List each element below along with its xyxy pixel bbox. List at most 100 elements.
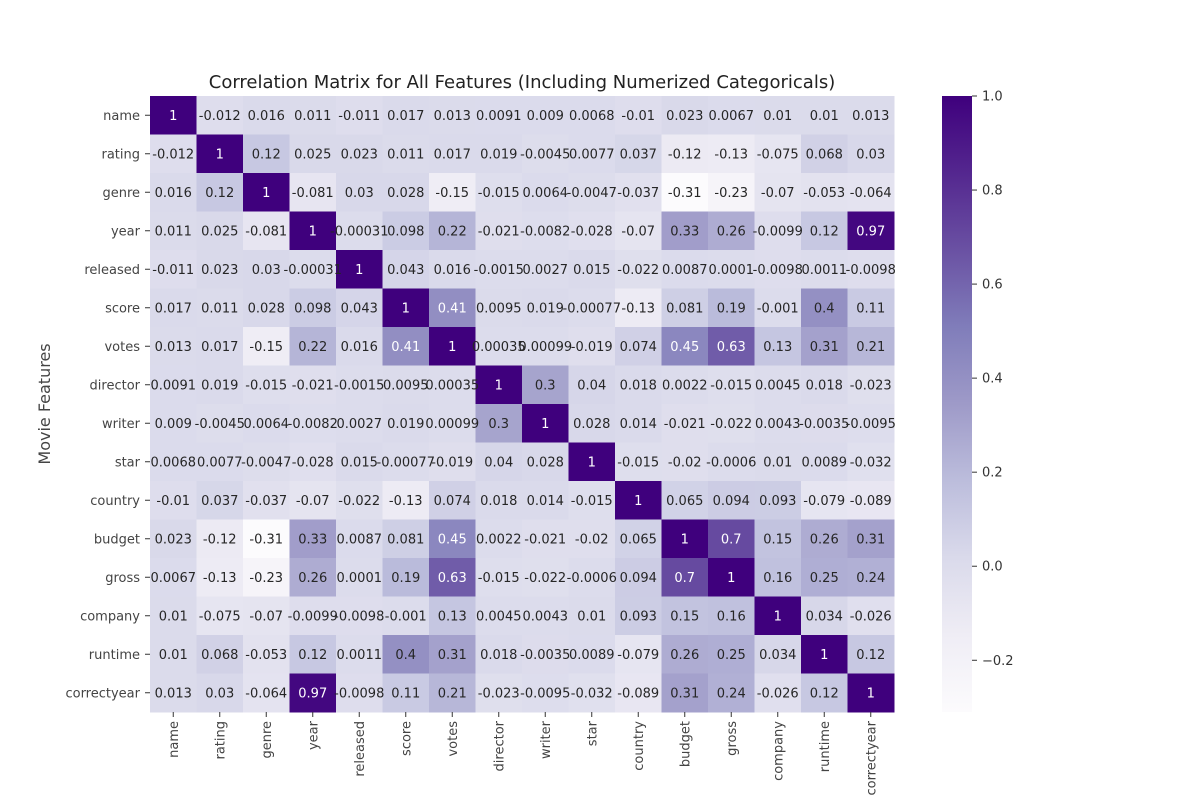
heatmap-cell-label: 0.01	[159, 648, 188, 663]
heatmap-cell	[568, 250, 616, 289]
heatmap-cell-label: -0.021	[664, 417, 706, 432]
heatmap-cell-label: 0.41	[391, 340, 420, 355]
heatmap-cell	[522, 673, 569, 713]
heatmap-cell-label: 0.0045	[476, 609, 522, 624]
heatmap-cell-label: 0.31	[670, 686, 699, 701]
heatmap-cell	[568, 327, 616, 366]
heatmap-cell-label: 0.017	[434, 147, 471, 162]
heatmap-cell-label: 0.03	[856, 147, 885, 162]
heatmap-cell	[847, 481, 895, 520]
heatmap-cell	[196, 673, 244, 713]
heatmap-cell	[522, 519, 569, 559]
heatmap-cell	[708, 96, 755, 135]
heatmap-cell	[429, 481, 476, 520]
heatmap-cell	[382, 327, 430, 366]
heatmap-cell	[522, 442, 569, 482]
heatmap-cell-label: -0.079	[617, 648, 659, 663]
heatmap-cell-label: 0.018	[480, 648, 517, 663]
heatmap-cell	[708, 558, 755, 597]
heatmap-cell-label: 0.065	[620, 532, 657, 547]
heatmap-cell-label: 0.023	[201, 263, 238, 278]
heatmap-cell-label: 0.081	[387, 532, 424, 547]
heatmap-cell-label: 0.098	[294, 301, 331, 316]
heatmap-cell	[568, 558, 616, 597]
heatmap-cell	[568, 173, 616, 212]
heatmap-cell	[336, 134, 383, 174]
x-tick-label: score	[399, 721, 414, 756]
heatmap-cell	[336, 173, 383, 212]
heatmap-cell	[336, 327, 383, 366]
heatmap-cell-label: 0.013	[852, 109, 889, 124]
heatmap-cell	[243, 173, 290, 212]
heatmap-cell-label: 1	[727, 571, 735, 586]
heatmap-cell-label: 0.016	[434, 263, 471, 278]
heatmap-cell	[615, 558, 662, 597]
heatmap-cell	[754, 481, 802, 520]
heatmap-cell-label: 0.45	[670, 340, 699, 355]
heatmap-cell	[475, 519, 523, 559]
heatmap-cell-label: 0.12	[810, 224, 839, 239]
heatmap-cell	[522, 365, 569, 405]
heatmap-cell-label: -0.07	[296, 494, 330, 509]
heatmap-cell	[243, 211, 290, 251]
heatmap-cell	[382, 404, 430, 443]
heatmap-cell-label: -0.0035	[799, 417, 849, 432]
heatmap-cell	[754, 134, 802, 174]
heatmap-cell-label: 0.019	[527, 301, 564, 316]
heatmap-cell-label: -0.0015	[474, 263, 524, 278]
y-tick-label: rating	[101, 147, 140, 162]
heatmap-cell	[429, 327, 476, 366]
heatmap-cell-label: -0.0095	[846, 417, 896, 432]
heatmap-cell-label: 0.037	[620, 147, 657, 162]
heatmap-cell	[522, 134, 569, 174]
heatmap-cell	[615, 211, 662, 251]
heatmap-cell	[429, 173, 476, 212]
y-axis-label: Movie Features	[35, 343, 54, 464]
heatmap-cell	[522, 96, 569, 135]
heatmap-cell	[382, 596, 430, 636]
colorbar-gradient	[942, 96, 972, 712]
heatmap-cell-label: 0.028	[387, 186, 424, 201]
heatmap-cell-label: -0.00031	[284, 263, 342, 278]
heatmap-cell-label: 0.015	[341, 455, 378, 470]
heatmap-cell	[336, 211, 383, 251]
heatmap-cell	[568, 134, 616, 174]
heatmap-cell-label: -0.032	[571, 686, 613, 701]
heatmap-cell	[615, 288, 662, 328]
x-tick-label: company	[771, 721, 786, 781]
heatmap-cell-label: 0.013	[434, 109, 471, 124]
heatmap-cell-label: -0.0006	[706, 455, 756, 470]
heatmap-cell-label: -0.022	[617, 263, 659, 278]
heatmap-cell-label: 0.068	[806, 147, 843, 162]
colorbar-tick-label: 0.0	[982, 560, 1003, 575]
heatmap-cell	[801, 96, 848, 135]
heatmap-cell	[336, 442, 383, 482]
heatmap-cell-label: -0.053	[803, 186, 845, 201]
heatmap-cell	[522, 404, 569, 443]
heatmap-cell	[754, 404, 802, 443]
heatmap-cell	[475, 481, 523, 520]
heatmap-cell-label: 0.04	[484, 455, 513, 470]
heatmap-cell	[336, 673, 383, 713]
heatmap-cell	[196, 365, 244, 405]
heatmap-cell-label: -0.012	[152, 147, 194, 162]
heatmap-cell	[243, 558, 290, 597]
heatmap-cell	[754, 250, 802, 289]
heatmap-cell-label: 0.019	[480, 147, 517, 162]
heatmap-cell	[336, 404, 383, 443]
heatmap-cell-label: -0.019	[431, 455, 473, 470]
heatmap-cell	[661, 519, 709, 559]
y-tick-label: gross	[105, 571, 140, 586]
heatmap-cell	[429, 404, 476, 443]
heatmap-cell-label: 0.0001	[337, 571, 383, 586]
heatmap-cell-label: 0.00099	[425, 417, 479, 432]
heatmap-cell-label: 0.26	[810, 532, 839, 547]
heatmap-cell	[289, 442, 337, 482]
y-axis-ticks: name rating genre year released score votes dir…	[65, 109, 150, 701]
heatmap-cell	[801, 211, 848, 251]
heatmap-cell	[708, 596, 755, 636]
heatmap-cell	[754, 558, 802, 597]
heatmap-cell	[568, 404, 616, 443]
heatmap-cell-label: -0.0082	[288, 417, 338, 432]
heatmap-cell-label: -0.011	[152, 263, 194, 278]
